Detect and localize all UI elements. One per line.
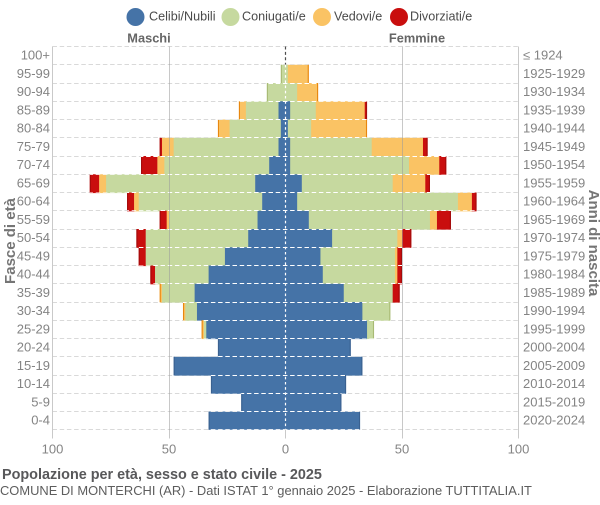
- svg-text:85-89: 85-89: [17, 102, 50, 117]
- svg-text:100: 100: [508, 442, 530, 457]
- svg-text:Divorziati/e: Divorziati/e: [410, 10, 472, 24]
- svg-text:75-79: 75-79: [17, 139, 50, 154]
- svg-text:Anni di nascita: Anni di nascita: [585, 190, 600, 297]
- svg-text:1990-1994: 1990-1994: [523, 303, 585, 318]
- svg-text:5-9: 5-9: [31, 394, 50, 409]
- svg-text:90-94: 90-94: [17, 84, 50, 99]
- svg-text:Coniugati/e: Coniugati/e: [242, 10, 306, 24]
- svg-text:2010-2014: 2010-2014: [523, 376, 585, 391]
- svg-text:1925-1929: 1925-1929: [523, 66, 585, 81]
- svg-text:1975-1979: 1975-1979: [523, 248, 585, 263]
- svg-text:0-4: 0-4: [31, 413, 50, 428]
- svg-text:Maschi: Maschi: [127, 30, 170, 45]
- svg-text:1955-1959: 1955-1959: [523, 175, 585, 190]
- svg-text:2000-2004: 2000-2004: [523, 340, 585, 355]
- svg-text:80-84: 80-84: [17, 121, 50, 136]
- svg-text:25-29: 25-29: [17, 321, 50, 336]
- svg-text:1965-1969: 1965-1969: [523, 212, 585, 227]
- svg-text:2020-2024: 2020-2024: [523, 413, 585, 428]
- svg-text:Femmine: Femmine: [389, 30, 445, 45]
- svg-text:70-74: 70-74: [17, 157, 50, 172]
- svg-text:Celibi/Nubili: Celibi/Nubili: [149, 10, 216, 24]
- svg-text:50: 50: [395, 442, 409, 457]
- svg-text:Popolazione per età, sesso e s: Popolazione per età, sesso e stato civil…: [2, 467, 322, 483]
- svg-text:1980-1984: 1980-1984: [523, 267, 585, 282]
- svg-text:40-44: 40-44: [17, 267, 50, 282]
- svg-text:1995-1999: 1995-1999: [523, 321, 585, 336]
- svg-text:55-59: 55-59: [17, 212, 50, 227]
- svg-text:≤ 1924: ≤ 1924: [523, 48, 563, 63]
- svg-text:1930-1934: 1930-1934: [523, 84, 585, 99]
- svg-text:15-19: 15-19: [17, 358, 50, 373]
- svg-text:45-49: 45-49: [17, 248, 50, 263]
- svg-text:1935-1939: 1935-1939: [523, 102, 585, 117]
- svg-text:2005-2009: 2005-2009: [523, 358, 585, 373]
- svg-text:50-54: 50-54: [17, 230, 50, 245]
- svg-text:60-64: 60-64: [17, 194, 50, 209]
- svg-text:100: 100: [42, 442, 64, 457]
- svg-text:1960-1964: 1960-1964: [523, 194, 585, 209]
- svg-text:1950-1954: 1950-1954: [523, 157, 585, 172]
- svg-text:30-34: 30-34: [17, 303, 50, 318]
- svg-text:COMUNE DI MONTERCHI (AR) - Dat: COMUNE DI MONTERCHI (AR) - Dati ISTAT 1°…: [0, 483, 532, 498]
- svg-text:Fasce di età: Fasce di età: [2, 197, 19, 284]
- svg-text:95-99: 95-99: [17, 66, 50, 81]
- svg-text:50: 50: [162, 442, 176, 457]
- svg-text:1940-1944: 1940-1944: [523, 121, 585, 136]
- svg-text:Vedovi/e: Vedovi/e: [334, 10, 382, 24]
- svg-text:1945-1949: 1945-1949: [523, 139, 585, 154]
- svg-text:20-24: 20-24: [17, 340, 50, 355]
- svg-text:1985-1989: 1985-1989: [523, 285, 585, 300]
- svg-text:0: 0: [282, 442, 289, 457]
- svg-text:35-39: 35-39: [17, 285, 50, 300]
- svg-text:100+: 100+: [21, 48, 50, 63]
- svg-text:1970-1974: 1970-1974: [523, 230, 585, 245]
- svg-text:10-14: 10-14: [17, 376, 50, 391]
- svg-text:2015-2019: 2015-2019: [523, 394, 585, 409]
- svg-text:65-69: 65-69: [17, 175, 50, 190]
